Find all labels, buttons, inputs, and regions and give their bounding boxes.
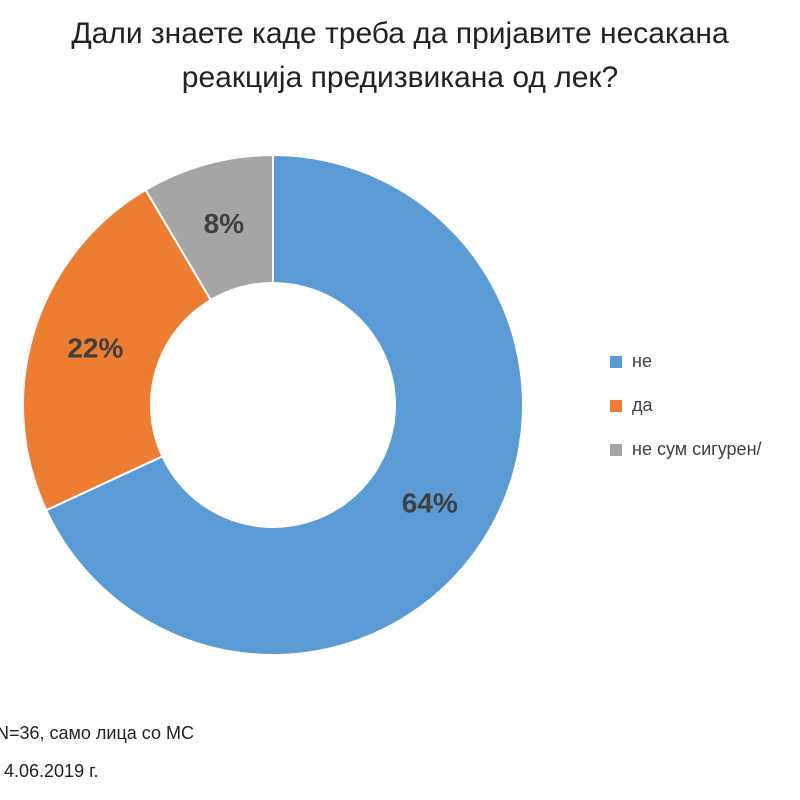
legend-label: не: [632, 351, 652, 371]
legend-label: да: [632, 395, 654, 415]
title-box: Дали знаете каде треба да пријавите неса…: [0, 12, 800, 100]
data-label: 64%: [402, 487, 458, 518]
legend-label: не сум сигурен/: [632, 439, 762, 459]
legend-swatch: [610, 356, 622, 368]
footnote: 4.06.2019 г.: [4, 761, 98, 781]
legend-swatch: [610, 444, 622, 456]
donut-slice: [22, 188, 213, 512]
data-label: 22%: [67, 332, 123, 363]
chart-title: Дали знаете каде треба да пријавите неса…: [71, 17, 729, 94]
legend-swatch: [610, 400, 622, 412]
donut-slice: [44, 153, 524, 656]
donut-slice: [144, 153, 274, 302]
footnote: N=36, само лица со МС: [0, 723, 194, 743]
data-label: 8%: [204, 208, 245, 239]
